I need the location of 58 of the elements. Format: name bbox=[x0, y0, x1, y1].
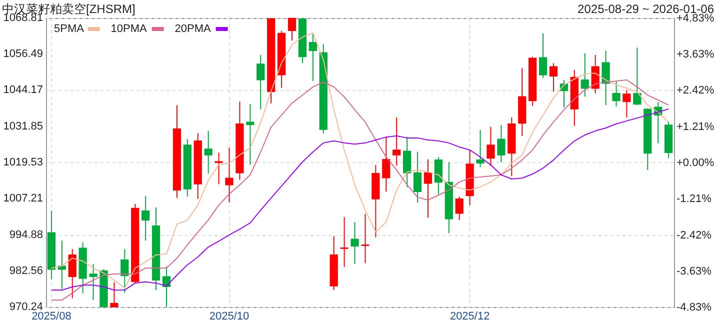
candlestick bbox=[633, 47, 642, 106]
candlestick bbox=[622, 89, 631, 118]
candlestick bbox=[162, 266, 171, 308]
candlestick bbox=[225, 147, 234, 203]
candlestick bbox=[382, 136, 390, 192]
candlestick bbox=[424, 158, 432, 218]
candlestick bbox=[89, 264, 98, 301]
candlestick bbox=[403, 136, 412, 188]
candlestick bbox=[497, 124, 506, 163]
candlestick bbox=[476, 130, 484, 168]
candlestick bbox=[246, 103, 254, 166]
y-tick-label: 970.24 bbox=[9, 301, 43, 313]
y2-tick-label: +0.00% bbox=[676, 157, 714, 169]
y-tick-label: 994.88 bbox=[9, 228, 43, 241]
legend-label: 20PMA bbox=[174, 23, 212, 35]
candlestick bbox=[455, 196, 464, 221]
y-tick-label: 1056.49 bbox=[3, 48, 43, 60]
x-tick-label: 2025/08 bbox=[32, 310, 72, 320]
y2-tick-label: +2.42% bbox=[676, 84, 714, 97]
candlestick bbox=[602, 50, 610, 106]
y-tick-label: 1031.85 bbox=[3, 120, 43, 132]
y2-tick-label: +4.83% bbox=[676, 12, 714, 24]
candlestick bbox=[549, 62, 558, 92]
candlestick bbox=[204, 130, 212, 174]
legend-label: 10PMA bbox=[110, 23, 148, 35]
candlestick bbox=[612, 81, 620, 108]
candlestick bbox=[486, 126, 495, 167]
x-tick-label: 2025/10 bbox=[209, 310, 250, 320]
candlestick bbox=[120, 248, 129, 294]
candlestick bbox=[392, 116, 401, 166]
candlestick bbox=[308, 32, 317, 82]
y-tick-label: 1068.81 bbox=[3, 12, 43, 24]
y-tick-label: 1044.17 bbox=[3, 84, 43, 96]
legend-label: 5PMA bbox=[54, 23, 85, 35]
y-tick-label: 1019.53 bbox=[3, 156, 43, 168]
y2-tick-label: +3.63% bbox=[676, 48, 714, 60]
y2-tick-label: -3.63% bbox=[676, 266, 712, 278]
candlestick bbox=[68, 248, 76, 299]
candlestick bbox=[340, 216, 348, 268]
candlestick bbox=[288, 18, 296, 42]
candlestick bbox=[214, 152, 223, 185]
candlestick bbox=[434, 156, 443, 195]
y2-tick-label: -4.83% bbox=[676, 302, 712, 314]
candlestick bbox=[580, 52, 589, 98]
y2-tick-label: -2.42% bbox=[676, 229, 712, 242]
candlestick bbox=[142, 195, 150, 242]
candlestick bbox=[256, 54, 265, 110]
line-series bbox=[50, 108, 670, 291]
y-tick-label: 1007.21 bbox=[3, 192, 43, 205]
candlestick bbox=[110, 282, 118, 308]
candlestick bbox=[361, 213, 370, 264]
x-tick-label: 2025/12 bbox=[450, 310, 490, 320]
y2-tick-label: +1.21% bbox=[676, 120, 714, 133]
candlestick bbox=[413, 151, 422, 203]
candlestick bbox=[538, 32, 548, 78]
y2-tick-label: -1.21% bbox=[676, 193, 712, 206]
candlestick bbox=[350, 222, 359, 265]
y-tick-label: 982.56 bbox=[9, 264, 43, 277]
